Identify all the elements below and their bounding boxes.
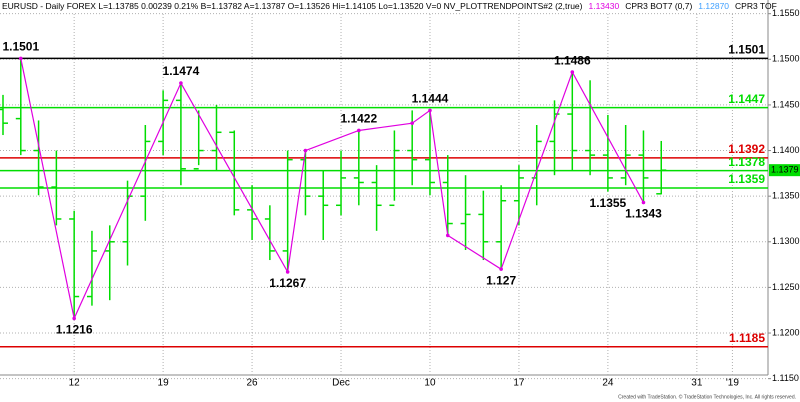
header-segment: 1.13430: [588, 1, 619, 11]
point-label: 1.1267: [269, 276, 306, 290]
footer: Created with TradeStation. © TradeStatio…: [618, 393, 796, 400]
x-tick-label: 12: [69, 378, 81, 389]
header-segment: 1.12870: [698, 1, 729, 11]
y-tick-label: 1.1150: [772, 373, 799, 383]
level-label: 1.1501: [728, 43, 765, 57]
y-tick-label: 1.1550: [772, 8, 800, 18]
point-label: 1.1486: [554, 53, 591, 67]
level-label: 1.1359: [728, 172, 765, 186]
point-label: 1.1343: [625, 207, 662, 221]
trend-point: [570, 70, 575, 74]
trend-point: [285, 270, 290, 274]
point-label: 1.1474: [163, 64, 200, 78]
level-label: 1.1378: [728, 155, 765, 169]
trend-point: [410, 121, 414, 125]
header-segment: CPR3 BOT7 (0,7): [625, 1, 692, 11]
y-tick-label: 1.1300: [772, 236, 800, 246]
point-label: 1.1422: [340, 112, 377, 126]
x-tick-label: 17: [513, 378, 525, 389]
point-label: 1.1355: [590, 196, 627, 210]
y-tick-label: 1.1400: [772, 145, 800, 155]
trend-point: [18, 56, 23, 61]
trend-point: [641, 200, 646, 205]
level-label: 1.1185: [729, 331, 765, 345]
x-tick-label: 31: [691, 378, 703, 389]
y-tick-label: 1.1200: [772, 327, 800, 337]
header: EURUSD - Daily FOREX L=1.13785 0.00239 0…: [2, 1, 777, 11]
point-label: 1.1216: [56, 323, 93, 337]
header-segment: CPR3 TOF: [735, 1, 777, 11]
point-label: 1.127: [486, 273, 516, 287]
trend-point: [303, 148, 308, 153]
y-tick-label: 1.1500: [772, 54, 800, 64]
trend-point: [72, 316, 76, 321]
trend-point: [445, 233, 450, 238]
header-segment: EURUSD - Daily FOREX L=1.13785 0.00239 0…: [2, 1, 583, 11]
x-tick-label: 19: [158, 378, 170, 389]
trend-line: [20, 58, 644, 321]
level-label: 1.1392: [728, 142, 765, 156]
level-label: 1.1447: [728, 92, 765, 106]
trend-point: [499, 267, 503, 271]
x-tick-label: 10: [424, 378, 436, 389]
y-tick-label: 1.1450: [772, 99, 800, 109]
x-tick-label: 26: [247, 378, 259, 389]
trend-point: [179, 81, 183, 85]
last-price-label: 1.1379: [771, 165, 799, 175]
last-price-tag: [769, 164, 800, 177]
x-tick-label: '19: [726, 378, 739, 389]
point-label: 1.1444: [412, 92, 449, 106]
trend-point: [357, 128, 361, 133]
y-tick-label: 1.1250: [772, 282, 800, 292]
x-tick-label: Dec: [332, 378, 350, 389]
x-tick-label: 24: [602, 378, 614, 389]
y-tick-label: 1.1350: [772, 191, 800, 201]
point-label: 1.1501: [2, 40, 39, 54]
trend-point: [428, 108, 432, 113]
